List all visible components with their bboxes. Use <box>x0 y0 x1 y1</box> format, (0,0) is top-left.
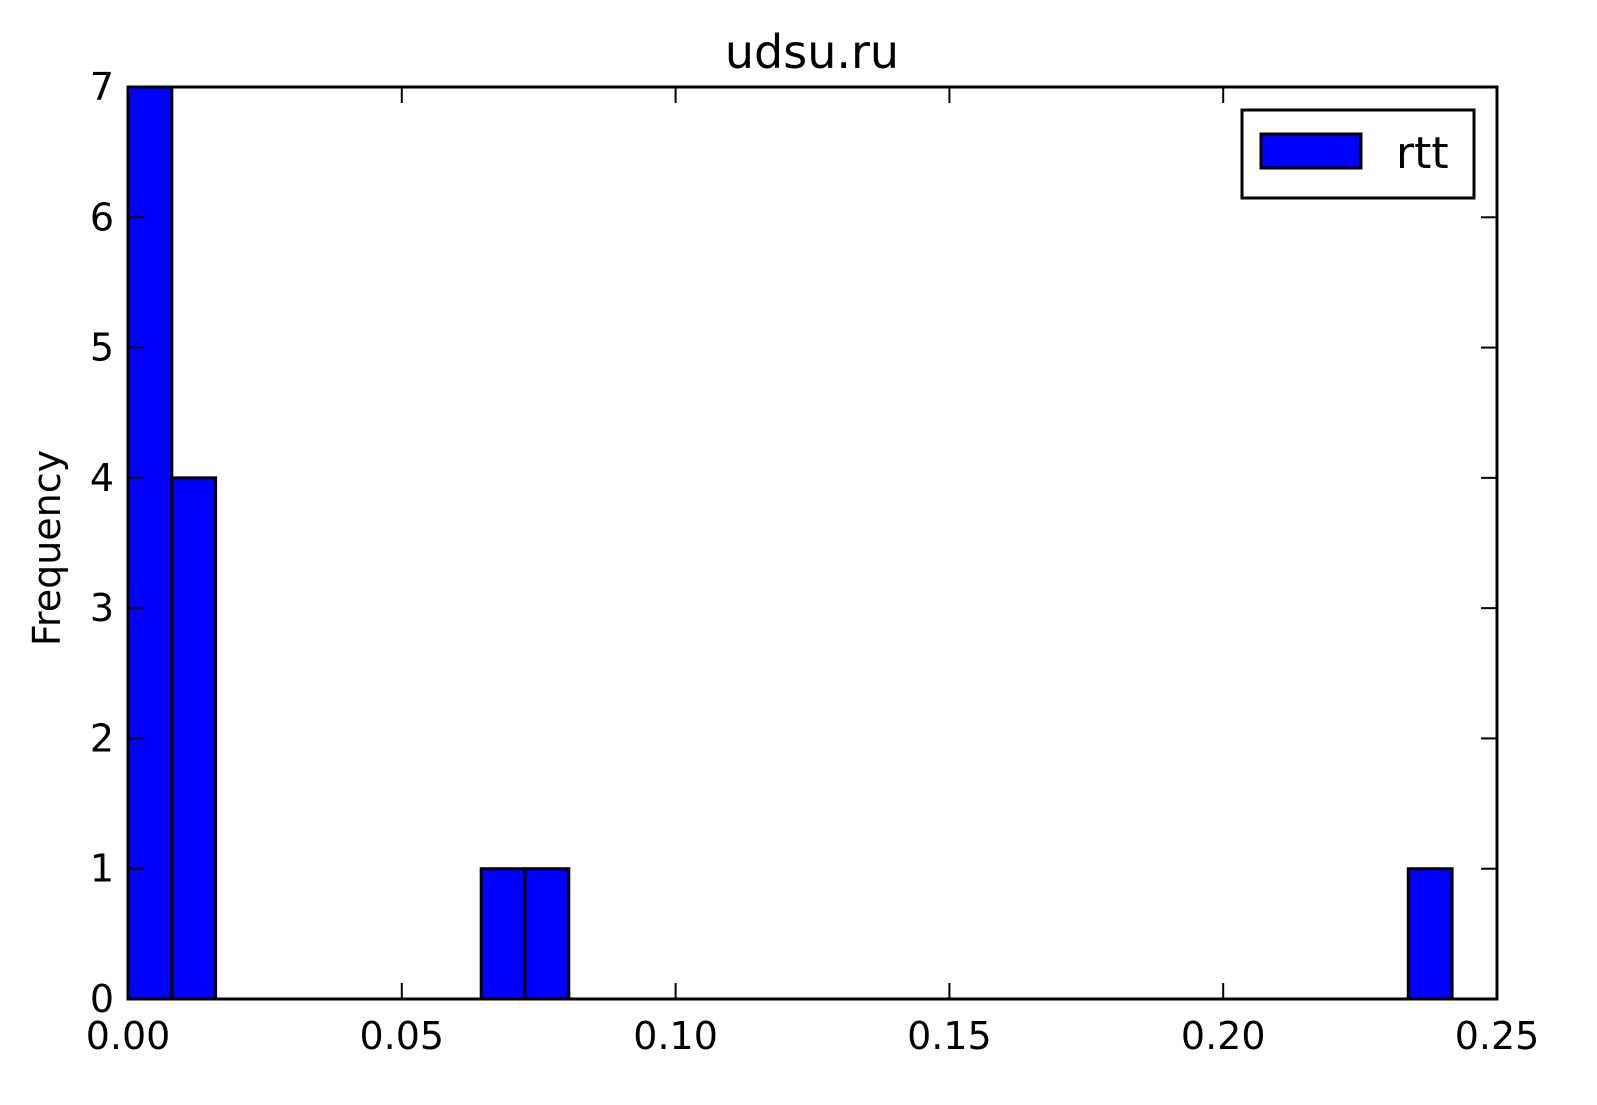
x-tick-label: 0.10 <box>633 1014 718 1058</box>
histogram-bar <box>126 85 174 1001</box>
y-tick-label: 5 <box>90 326 114 370</box>
x-tick-label: 0.15 <box>907 1014 992 1058</box>
histogram-bar <box>1406 867 1454 1001</box>
ticks-layer <box>127 86 1498 1000</box>
x-tick-label: 0.20 <box>1181 1014 1266 1058</box>
histogram-bar <box>479 867 527 1001</box>
y-tick-label: 7 <box>90 65 114 109</box>
y-tick-label: 1 <box>90 847 114 891</box>
y-axis-label: Frequency <box>25 450 69 646</box>
histogram-bar <box>523 867 571 1001</box>
x-tick-label: 0.05 <box>359 1014 444 1058</box>
legend: rtt <box>1240 108 1476 200</box>
bars-layer <box>126 85 1454 1001</box>
y-tick-label: 3 <box>90 586 114 630</box>
x-tick-label: 0.00 <box>86 1014 171 1058</box>
legend-swatch-rtt <box>1259 132 1363 170</box>
y-tick-label: 6 <box>90 195 114 239</box>
chart-title: udsu.ru <box>725 25 899 79</box>
plot-frame <box>126 85 1499 1001</box>
tick-labels-layer: 0.00 0.05 0.10 0.15 0.20 0.25 0 1 2 3 4 5 6 7 <box>86 65 1540 1058</box>
histogram-bar <box>170 476 218 1001</box>
x-tick-label: 0.25 <box>1455 1014 1540 1058</box>
y-tick-label: 2 <box>90 716 114 760</box>
y-tick-label: 0 <box>90 977 114 1021</box>
y-tick-label: 4 <box>90 456 114 500</box>
legend-label-rtt: rtt <box>1396 128 1449 179</box>
